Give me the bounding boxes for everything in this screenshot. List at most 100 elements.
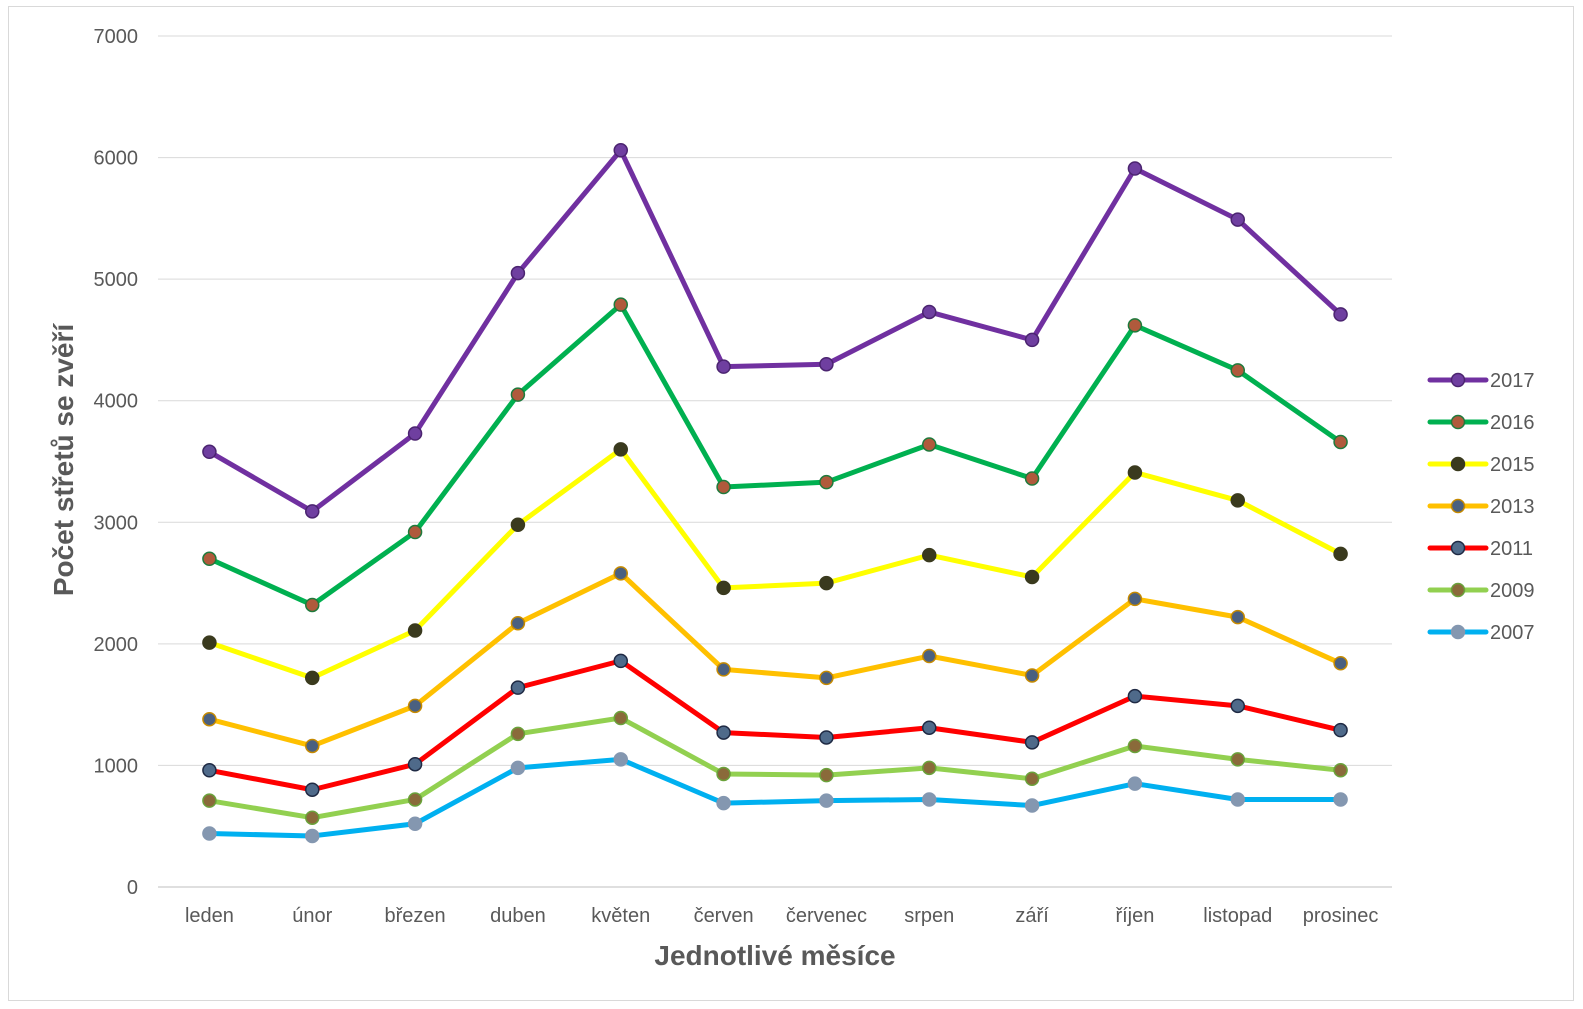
legend-marker: [1452, 584, 1465, 597]
data-point: [1128, 690, 1141, 703]
data-point: [1334, 764, 1347, 777]
data-point: [820, 577, 833, 590]
data-point: [923, 793, 936, 806]
legend-label: 2011: [1490, 538, 1533, 560]
x-tick-label: duben: [490, 905, 546, 927]
x-tick-label: leden: [185, 905, 234, 927]
series-line-2011: [209, 661, 1340, 790]
data-point: [614, 567, 627, 580]
series-line-2017: [209, 150, 1340, 511]
x-tick-label: červen: [694, 905, 754, 927]
data-point: [820, 794, 833, 807]
y-axis-tick-labels: 0 1000 2000 3000 4000 5000 6000 7000: [94, 26, 139, 899]
data-point: [1026, 472, 1039, 485]
data-point: [820, 671, 833, 684]
y-tick-label: 1000: [94, 755, 139, 777]
legend-label: 2017: [1490, 370, 1535, 392]
x-axis-tick-labels: leden únor březen duben květen červen červenec…: [185, 905, 1378, 927]
x-tick-label: květen: [591, 905, 650, 927]
y-tick-label: 0: [127, 877, 138, 899]
data-point: [614, 753, 627, 766]
data-point: [306, 811, 319, 824]
data-point: [923, 650, 936, 663]
legend-label: 2013: [1490, 496, 1535, 518]
data-point: [1128, 162, 1141, 175]
data-point: [409, 793, 422, 806]
data-point: [923, 721, 936, 734]
data-point: [511, 388, 524, 401]
data-point: [1026, 570, 1039, 583]
data-point: [409, 526, 422, 539]
data-point: [306, 598, 319, 611]
data-point: [1334, 308, 1347, 321]
y-tick-label: 2000: [94, 634, 139, 656]
data-point: [717, 581, 730, 594]
data-point: [1026, 669, 1039, 682]
data-point: [409, 427, 422, 440]
data-point: [306, 783, 319, 796]
legend-item-2017: 2017: [1430, 370, 1535, 392]
legend: 2017 2016 2015 2013 2011 2009 2007: [1430, 370, 1535, 644]
data-point: [1231, 364, 1244, 377]
data-point: [203, 794, 216, 807]
data-point: [203, 713, 216, 726]
data-point: [614, 712, 627, 725]
data-point: [1026, 333, 1039, 346]
series-2013: [203, 567, 1347, 753]
series-2009: [203, 712, 1347, 825]
legend-marker: [1452, 458, 1465, 471]
data-point: [923, 549, 936, 562]
data-point: [717, 481, 730, 494]
data-point: [1231, 213, 1244, 226]
data-point: [203, 636, 216, 649]
data-point: [306, 671, 319, 684]
data-point: [923, 761, 936, 774]
data-point: [820, 731, 833, 744]
data-point: [1231, 611, 1244, 624]
series-line-2013: [209, 573, 1340, 746]
legend-marker: [1452, 542, 1465, 555]
data-point: [717, 726, 730, 739]
legend-item-2015: 2015: [1430, 454, 1535, 476]
data-point: [1026, 736, 1039, 749]
data-point: [203, 445, 216, 458]
data-point: [820, 476, 833, 489]
legend-label: 2015: [1490, 454, 1535, 476]
legend-label: 2007: [1490, 622, 1535, 644]
data-point: [203, 827, 216, 840]
legend-marker: [1452, 500, 1465, 513]
data-point: [511, 761, 524, 774]
x-tick-label: říjen: [1115, 905, 1154, 927]
x-tick-label: červenec: [786, 905, 867, 927]
y-tick-label: 3000: [94, 512, 139, 534]
legend-item-2009: 2009: [1430, 580, 1535, 602]
data-point: [1128, 466, 1141, 479]
data-point: [1026, 772, 1039, 785]
legend-item-2007: 2007: [1430, 622, 1535, 644]
data-point: [1231, 753, 1244, 766]
data-point: [820, 769, 833, 782]
data-point: [923, 305, 936, 318]
data-point: [511, 681, 524, 694]
y-axis-title: Počet střetů se zvěří: [48, 323, 79, 597]
legend-marker: [1452, 626, 1465, 639]
series-2007: [203, 753, 1347, 843]
data-point: [1334, 793, 1347, 806]
x-tick-label: únor: [292, 905, 332, 927]
data-point: [203, 552, 216, 565]
data-point: [511, 267, 524, 280]
series-layer: [203, 144, 1347, 843]
data-point: [1026, 799, 1039, 812]
data-point: [306, 739, 319, 752]
data-point: [1334, 657, 1347, 670]
data-point: [409, 624, 422, 637]
data-point: [306, 505, 319, 518]
legend-label: 2009: [1490, 580, 1535, 602]
x-tick-label: srpen: [904, 905, 954, 927]
y-tick-label: 6000: [94, 148, 139, 170]
data-point: [1334, 724, 1347, 737]
x-tick-label: září: [1015, 905, 1049, 927]
data-point: [409, 758, 422, 771]
data-point: [820, 358, 833, 371]
series-line-2016: [209, 305, 1340, 605]
